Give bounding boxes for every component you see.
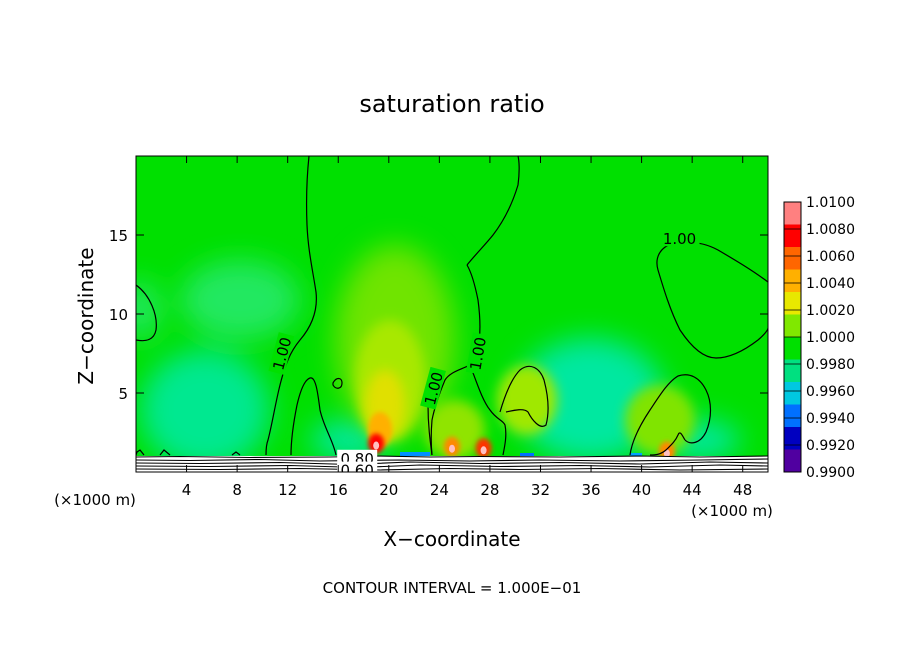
- colorbar-label: 0.9940: [806, 411, 855, 427]
- hotspot-group: [368, 433, 675, 462]
- x-tick-label: 20: [379, 481, 398, 499]
- colorbar-swatch: [784, 382, 801, 405]
- colorbar-label: 0.9960: [806, 384, 855, 400]
- y-axis: 5 10 15: [109, 227, 768, 403]
- colorbar-label: 1.0080: [806, 222, 855, 238]
- colorbar-label: 0.9920: [806, 438, 855, 454]
- colorbar-label: 0.9900: [806, 465, 855, 481]
- contour-label-bg: [268, 332, 295, 375]
- x-axis-unit-right: (×1000 m): [691, 502, 773, 520]
- colorbar-swatch: [784, 449, 801, 473]
- hotspot-core: [663, 449, 670, 458]
- contour-label-text: 1.00: [467, 336, 491, 372]
- surface-contours: [136, 455, 768, 471]
- x-tick-label: 28: [480, 481, 499, 499]
- contour-label: 1.00: [465, 332, 491, 375]
- y-tick-label: 5: [118, 385, 128, 403]
- contour-label-text: 1.00: [663, 230, 696, 248]
- x-tick-label: 36: [581, 481, 600, 499]
- contour-label: 0.60: [337, 461, 378, 480]
- contour-label: 1.00: [659, 230, 700, 248]
- colorbar-swatch: [784, 337, 801, 360]
- x-axis-unit-left: (×1000 m): [54, 491, 136, 509]
- colorbar: 1.0100 1.0080 1.0060 1.0040 1.0020 1.0000 0.99…: [783, 195, 855, 481]
- contour-label-bg: [465, 332, 489, 375]
- x-tick-label: 24: [430, 481, 449, 499]
- contour-label-bg: [659, 230, 700, 247]
- contour-label-text: 0.60: [340, 462, 373, 480]
- x-tick-label: 12: [278, 481, 297, 499]
- colorbar-swatch: [784, 314, 801, 338]
- x-tick-label: 40: [632, 481, 651, 499]
- x-tick-label: 8: [232, 481, 242, 499]
- colorbar-swatch: [784, 224, 801, 248]
- contour-label-bg: [420, 366, 446, 410]
- x-axis-label: X−coordinate: [383, 527, 520, 551]
- plot-area: 1.001.001.001.000.800.60: [136, 156, 768, 480]
- colorbar-swatch: [784, 269, 801, 293]
- colorbar-swatch: [784, 359, 801, 383]
- colorbar-swatch: [784, 247, 801, 270]
- colorbar-label: 1.0060: [806, 249, 855, 265]
- y-axis-label: Z−coordinate: [74, 247, 98, 384]
- x-tick-label: 32: [531, 481, 550, 499]
- colorbar-swatch: [784, 202, 801, 225]
- x-tick-label: 16: [329, 481, 348, 499]
- contour-label-bg: [337, 461, 378, 472]
- colorbar-swatch: [784, 292, 801, 315]
- x-tick-label: 4: [182, 481, 192, 499]
- chart-title: saturation ratio: [359, 90, 544, 118]
- hotspot-core: [373, 441, 380, 450]
- hotspot-core: [480, 446, 487, 455]
- x-axis: 4 8 12 16 20 24 28 32 36 40 44 48: [182, 156, 752, 499]
- colorbar-label: 1.0040: [806, 276, 855, 292]
- colorbar-swatch: [784, 427, 801, 450]
- colorbar-label: 1.0020: [806, 303, 855, 319]
- contour-interval-note: CONTOUR INTERVAL = 1.000E−01: [323, 579, 582, 597]
- hotspot-core: [449, 444, 455, 453]
- colorbar-swatch: [784, 404, 801, 428]
- minima-marks: [400, 452, 642, 457]
- contour-label-group: 1.001.001.001.000.800.60: [268, 230, 700, 480]
- x-tick-label: 48: [733, 481, 752, 499]
- colorbar-label: 0.9980: [806, 357, 855, 373]
- colorbar-label: 1.0100: [806, 195, 855, 211]
- y-tick-label: 10: [109, 306, 128, 324]
- colorbar-label: 1.0000: [806, 330, 855, 346]
- x-tick-label: 44: [683, 481, 702, 499]
- y-tick-label: 15: [109, 227, 128, 245]
